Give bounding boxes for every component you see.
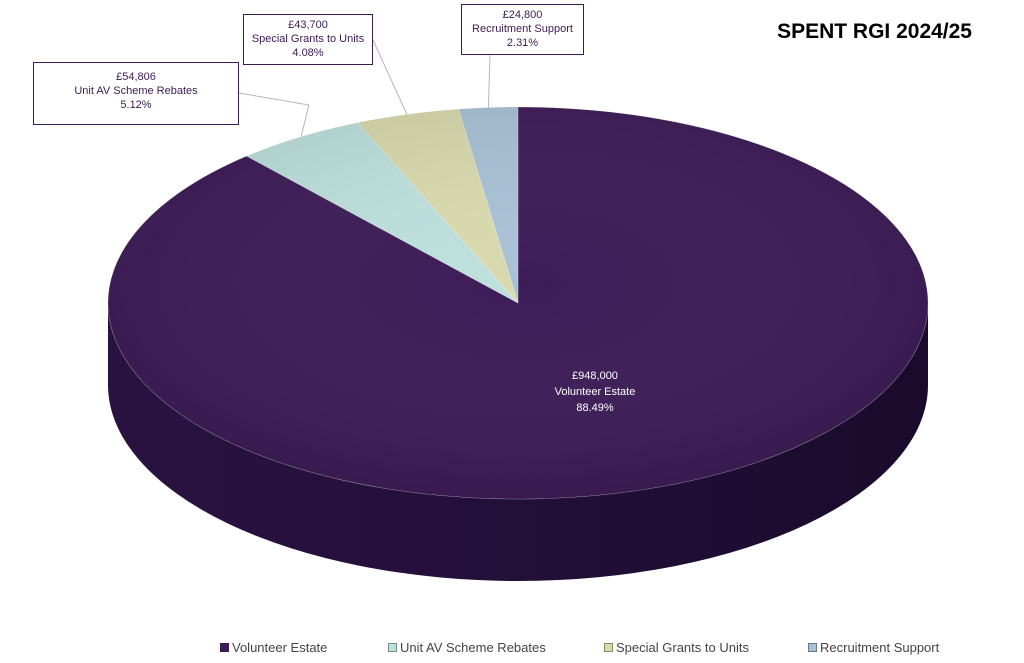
legend-item-volunteer-estate: Volunteer Estate — [220, 640, 327, 655]
legend-swatch — [220, 643, 229, 652]
leader-line-special-grants-to-units — [372, 39, 409, 117]
pie-side-wall — [108, 303, 928, 581]
callout-value: £24,800 — [502, 9, 543, 21]
callout-percent: 5.12% — [120, 99, 152, 111]
callout-category: Unit AV Scheme Rebates — [74, 85, 198, 97]
callout-label-unit-av-scheme-rebates: £54,806 Unit AV Scheme Rebates 5.12% — [33, 62, 239, 125]
callout-value: £43,700 — [288, 19, 328, 31]
callout-value: £54,806 — [116, 71, 156, 83]
legend-item-special-grants-to-units: Special Grants to Units — [604, 640, 749, 655]
legend-label: Recruitment Support — [820, 640, 940, 655]
callout-percent: 4.08% — [292, 47, 324, 59]
chart-legend: Volunteer Estate Unit AV Scheme Rebates … — [0, 640, 1024, 658]
pie-wall-face — [108, 303, 928, 581]
callout-category: Special Grants to Units — [251, 33, 365, 45]
legend-label: Special Grants to Units — [616, 640, 749, 655]
callout-percent: 2.31% — [506, 37, 539, 49]
callout-category: Recruitment Support — [472, 23, 573, 35]
legend-label: Volunteer Estate — [232, 640, 328, 655]
legend-swatch — [808, 643, 817, 652]
pie-top-shading — [108, 107, 928, 499]
data-label-percent: 88.49% — [576, 402, 614, 414]
leader-line-recruitment-support — [487, 54, 491, 110]
legend-item-recruitment-support: Recruitment Support — [808, 640, 939, 655]
leader-line-unit-av-scheme-rebates — [238, 92, 310, 140]
data-label-volunteer-estate: £948,000 Volunteer Estate 88.49% — [530, 368, 660, 416]
legend-swatch — [604, 643, 613, 652]
callout-label-special-grants-to-units: £43,700 Special Grants to Units 4.08% — [243, 14, 373, 65]
legend-swatch — [388, 643, 397, 652]
callout-label-recruitment-support: £24,800 Recruitment Support 2.31% — [461, 4, 584, 55]
chart-title: SPENT RGI 2024/25 — [777, 20, 972, 43]
data-label-value: £948,000 — [572, 370, 618, 382]
data-label-category: Volunteer Estate — [554, 386, 636, 398]
legend-label: Unit AV Scheme Rebates — [400, 640, 546, 655]
legend-item-unit-av-scheme-rebates: Unit AV Scheme Rebates — [388, 640, 546, 655]
